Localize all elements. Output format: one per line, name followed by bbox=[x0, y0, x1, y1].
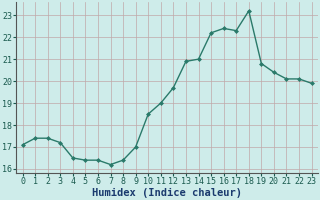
X-axis label: Humidex (Indice chaleur): Humidex (Indice chaleur) bbox=[92, 188, 242, 198]
